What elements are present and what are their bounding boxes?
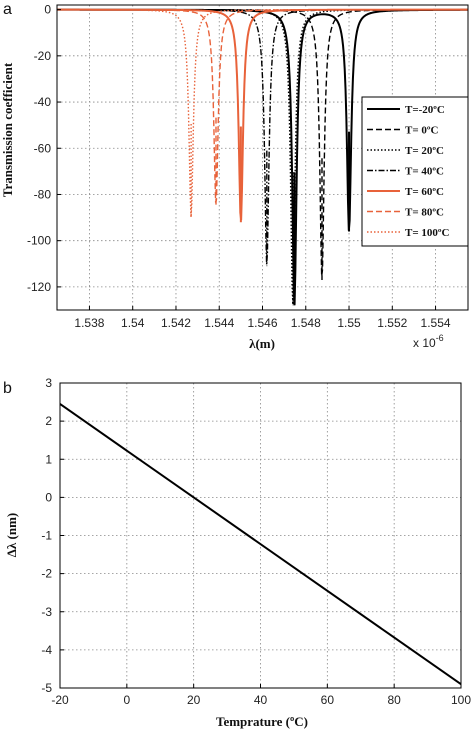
legend-label: T= 60ºC [405, 186, 444, 198]
legend-label: T=-20ºC [405, 104, 445, 116]
legend-label: T= 80ºC [405, 207, 444, 219]
x-tick-label: 60 [321, 693, 335, 707]
x-tick-label: 40 [254, 693, 268, 707]
x-tick-label: 1.546 [247, 316, 277, 330]
y-tick-label: -3 [41, 605, 52, 619]
y-tick-label: -80 [34, 187, 52, 201]
legend-label: T= 0ºC [405, 125, 438, 137]
y-tick-label: -20 [34, 49, 52, 63]
x-tick-label: 1.554 [421, 316, 451, 330]
y-tick-label: -2 [41, 567, 52, 581]
y-tick-label: -4 [41, 643, 52, 657]
panel-a-y-ticks: 0 -20 -40 -60 -80 -100 -120 [27, 3, 61, 294]
panel-b-x-ticks: -20 0 20 40 60 80 100 [51, 684, 471, 707]
y-tick-label: 2 [45, 414, 52, 428]
panel-b: b -20 0 20 40 60 80 100 3 2 1 0 -1 -2 -3 -4 -5 Temprat… [3, 376, 471, 729]
panel-b-series [59, 403, 462, 686]
x-tick-label: 1.538 [74, 316, 104, 330]
y-tick-label: -120 [27, 280, 51, 294]
series-line-6 [57, 8, 468, 218]
x-tick-label: 1.544 [204, 316, 234, 330]
x-tick-label: 1.55 [337, 316, 361, 330]
x-tick-label: 1.542 [161, 316, 191, 330]
panel-b-label: b [3, 380, 12, 397]
panel-a-series [57, 8, 468, 306]
series-line-0 [59, 403, 462, 686]
x-tick-label: 80 [387, 693, 401, 707]
panel-a-x-ticks: 1.538 1.54 1.542 1.544 1.546 1.548 1.55 1.552 1.… [74, 306, 451, 330]
legend-label: T= 40ºC [405, 166, 444, 178]
x-tick-label: 1.54 [121, 316, 145, 330]
x-tick-label: 1.552 [377, 316, 407, 330]
panel-a-y-label: Transmission coefficient [0, 62, 15, 197]
panel-a-x-multiplier: x 10-6 [413, 333, 444, 350]
panel-a-legend: T=-20ºC T= 0ºC T= 20ºC T= 40ºC T= 60ºC T= 80º… [361, 96, 469, 247]
x-tick-label: 20 [187, 693, 201, 707]
y-tick-label: -60 [34, 141, 52, 155]
panel-b-y-label: Δλ (nm) [4, 513, 19, 558]
y-tick-label: -5 [41, 681, 52, 695]
y-tick-label: -40 [34, 95, 52, 109]
panel-a: a 1.538 1.54 1.542 1.544 1.546 1.548 1.55 1.552… [0, 1, 469, 351]
y-tick-label: 1 [45, 452, 52, 466]
y-tick-label: 0 [45, 490, 52, 504]
y-tick-label: -1 [41, 529, 52, 543]
x-tick-label: -20 [51, 693, 69, 707]
legend-box [361, 96, 469, 247]
y-tick-label: -100 [27, 234, 51, 248]
legend-label: T= 20ºC [405, 145, 444, 157]
panel-b-y-ticks: 3 2 1 0 -1 -2 -3 -4 -5 [41, 376, 64, 695]
x-tick-label: 100 [451, 693, 471, 707]
panel-a-x-label: λ(m) [249, 336, 275, 351]
y-tick-label: 3 [45, 376, 52, 390]
panel-b-x-label: Temprature (ºC) [216, 714, 308, 729]
x-tick-label: 1.548 [291, 316, 321, 330]
y-tick-label: 0 [44, 3, 51, 17]
panel-a-label: a [3, 1, 12, 18]
legend-label: T= 100ºC [405, 227, 449, 239]
x-tick-label: 0 [123, 693, 130, 707]
